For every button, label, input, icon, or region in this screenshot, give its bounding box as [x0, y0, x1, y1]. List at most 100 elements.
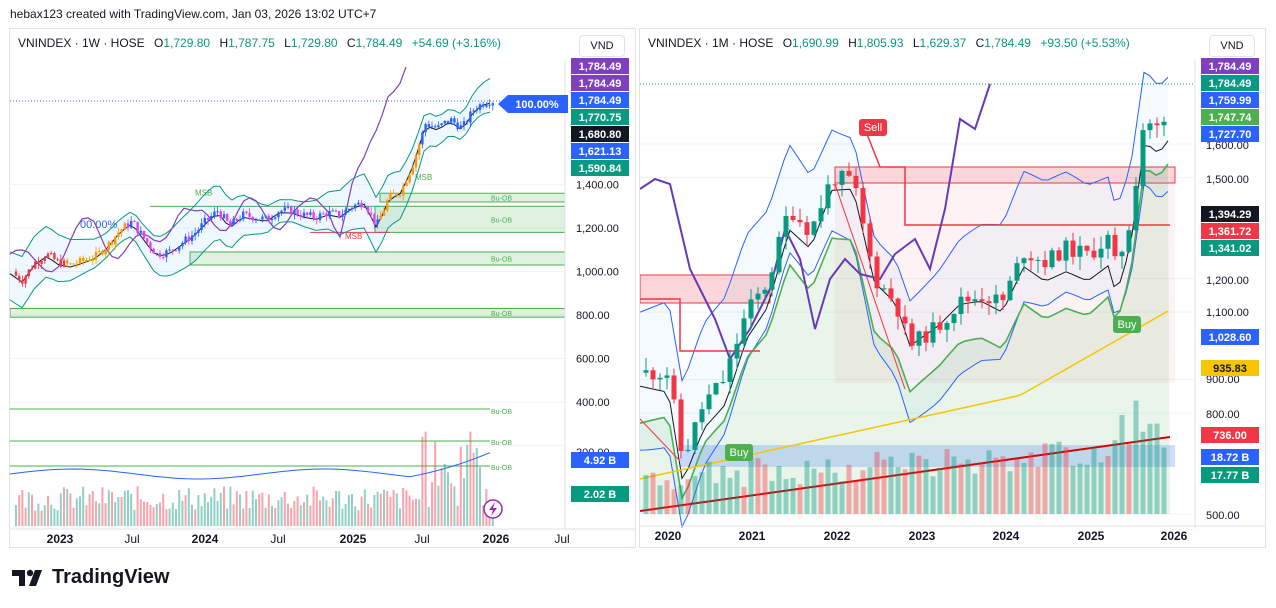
- weekly-volume-bar: [338, 491, 341, 526]
- monthly-candle: [1063, 240, 1069, 261]
- weekly-candle: [366, 206, 370, 213]
- weekly-volume-bar: [191, 504, 193, 526]
- weekly-candle: [411, 167, 414, 175]
- weekly-time-tick: Jul: [414, 532, 429, 546]
- monthly-volume-bar: [1028, 452, 1034, 514]
- monthly-volume-bar: [881, 459, 887, 514]
- monthly-price-tick: 800.00: [1206, 409, 1240, 421]
- monthly-close-key: C: [975, 36, 985, 50]
- weekly-volume-bar: [264, 507, 267, 526]
- weekly-volume-bar: [136, 486, 139, 526]
- monthly-price-badge: 1,028.60: [1201, 329, 1259, 345]
- weekly-candle: [30, 268, 34, 270]
- monthly-chart-panel[interactable]: Sell Buy Buy 1,600.00 1,500.00 1,200.00 1,100.…: [639, 28, 1266, 548]
- monthly-chart-canvas[interactable]: Sell Buy Buy 1,600.00 1,500.00 1,200.00 1,100.…: [640, 29, 1266, 548]
- monthly-candle: [1133, 185, 1139, 231]
- weekly-time-tick: 2024: [192, 532, 219, 546]
- weekly-candle: [280, 210, 283, 213]
- weekly-candle: [72, 263, 75, 265]
- monthly-volume-bar: [706, 461, 712, 514]
- monthly-change: +93.50 (+5.53%): [1040, 36, 1130, 50]
- buy-signal-text: Buy: [1118, 319, 1137, 331]
- weekly-volume-bar: [315, 490, 318, 526]
- tradingview-logo[interactable]: TradingView: [12, 566, 169, 589]
- monthly-volume-bar: [1000, 456, 1006, 514]
- weekly-volume-bar: [245, 491, 248, 526]
- monthly-candle: [1161, 121, 1167, 126]
- monthly-price-badge: 1,784.49: [1201, 58, 1259, 74]
- monthly-candle: [937, 322, 943, 330]
- weekly-volume-bar: [440, 468, 443, 526]
- weekly-candle: [24, 276, 27, 284]
- monthly-bollinger-lower: [640, 183, 1169, 529]
- monthly-price-badge-bg: [1201, 92, 1259, 108]
- monthly-candle: [832, 184, 838, 186]
- weekly-candle: [251, 217, 254, 221]
- weekly-candle: [248, 212, 251, 218]
- monthly-low: 1,629.37: [919, 36, 967, 50]
- weekly-candle: [392, 192, 395, 194]
- weekly-chart-panel[interactable]: Bu-OB Bu-OB Bu-OB Bu-OB Bu-OB Bu-OB Bu-OB MSB MS…: [9, 28, 636, 548]
- monthly-volume-bar: [713, 483, 719, 514]
- monthly-volume-bar: [832, 472, 838, 514]
- weekly-volume-bar: [299, 505, 302, 526]
- weekly-volume-bar: [232, 504, 235, 526]
- monthly-volume-bar: [811, 468, 817, 514]
- monthly-price-badge-text: 1,759.99: [1209, 95, 1252, 107]
- monthly-high: 1,805.93: [856, 36, 904, 50]
- weekly-candle: [142, 230, 146, 239]
- monthly-volume-bar: [1070, 465, 1076, 514]
- weekly-candle: [213, 211, 216, 217]
- weekly-volume-bar: [159, 502, 161, 526]
- weekly-candle: [450, 118, 453, 123]
- weekly-volume-bar: [357, 510, 360, 526]
- monthly-candle: [769, 272, 775, 290]
- weekly-symbol[interactable]: VNINDEX · 1W · HOSE: [18, 36, 145, 50]
- monthly-low-key: L: [912, 36, 920, 50]
- weekly-candle: [43, 258, 46, 262]
- weekly-volume-bar: [335, 490, 337, 526]
- monthly-volume-bar: [1119, 414, 1125, 514]
- weekly-price-tick: 600.00: [576, 353, 610, 365]
- monthly-currency-button[interactable]: VND: [1209, 35, 1255, 57]
- weekly-volume-bar: [168, 508, 171, 526]
- monthly-candle: [860, 188, 866, 224]
- weekly-candle: [408, 174, 411, 183]
- weekly-price-badge: 1,784.49: [571, 75, 629, 91]
- weekly-volume-badge-bg: [571, 486, 629, 502]
- monthly-volume-bar: [944, 449, 950, 514]
- lightning-icon-bolt: [489, 502, 497, 516]
- weekly-volume-bar: [415, 498, 417, 526]
- weekly-volume-bar: [111, 491, 113, 526]
- weekly-chart-canvas[interactable]: Bu-OB Bu-OB Bu-OB Bu-OB Bu-OB Bu-OB Bu-OB MSB MS…: [10, 29, 636, 548]
- weekly-volume-bar: [287, 503, 289, 526]
- monthly-symbol[interactable]: VNINDEX · 1M · HOSE: [648, 36, 774, 50]
- monthly-price-badge-bg: [1201, 58, 1259, 74]
- weekly-time-tick: Jul: [124, 532, 139, 546]
- monthly-price-badge-bg: [1201, 329, 1259, 345]
- monthly-volume-bar: [671, 489, 677, 514]
- monthly-price-badge: 1,759.99: [1201, 92, 1259, 108]
- monthly-price-badge: 1,361.72: [1201, 223, 1259, 239]
- weekly-candle: [59, 259, 62, 267]
- weekly-candle: [274, 217, 277, 219]
- weekly-candle: [152, 248, 155, 254]
- monthly-price-badge: 1,747.74: [1201, 109, 1259, 125]
- monthly-candle: [790, 215, 796, 220]
- weekly-price-badge-text: 1,590.84: [579, 163, 623, 175]
- weekly-volume-bar: [405, 490, 408, 526]
- weekly-volume-bar: [120, 496, 123, 526]
- weekly-volume-bar: [207, 502, 209, 526]
- weekly-candle: [91, 259, 94, 261]
- weekly-candle: [69, 263, 72, 265]
- weekly-currency-button[interactable]: VND: [579, 35, 625, 57]
- weekly-candle: [318, 213, 322, 221]
- monthly-volume-bar: [1021, 463, 1027, 514]
- weekly-volume-bar: [411, 499, 414, 526]
- monthly-volume-bar: [895, 466, 901, 514]
- weekly-volume-bar: [139, 499, 142, 526]
- monthly-price-badge-text: 935.83: [1213, 363, 1247, 375]
- monthly-volume-bar: [1007, 471, 1013, 514]
- weekly-volume-bar: [40, 510, 43, 526]
- weekly-candle: [210, 216, 213, 220]
